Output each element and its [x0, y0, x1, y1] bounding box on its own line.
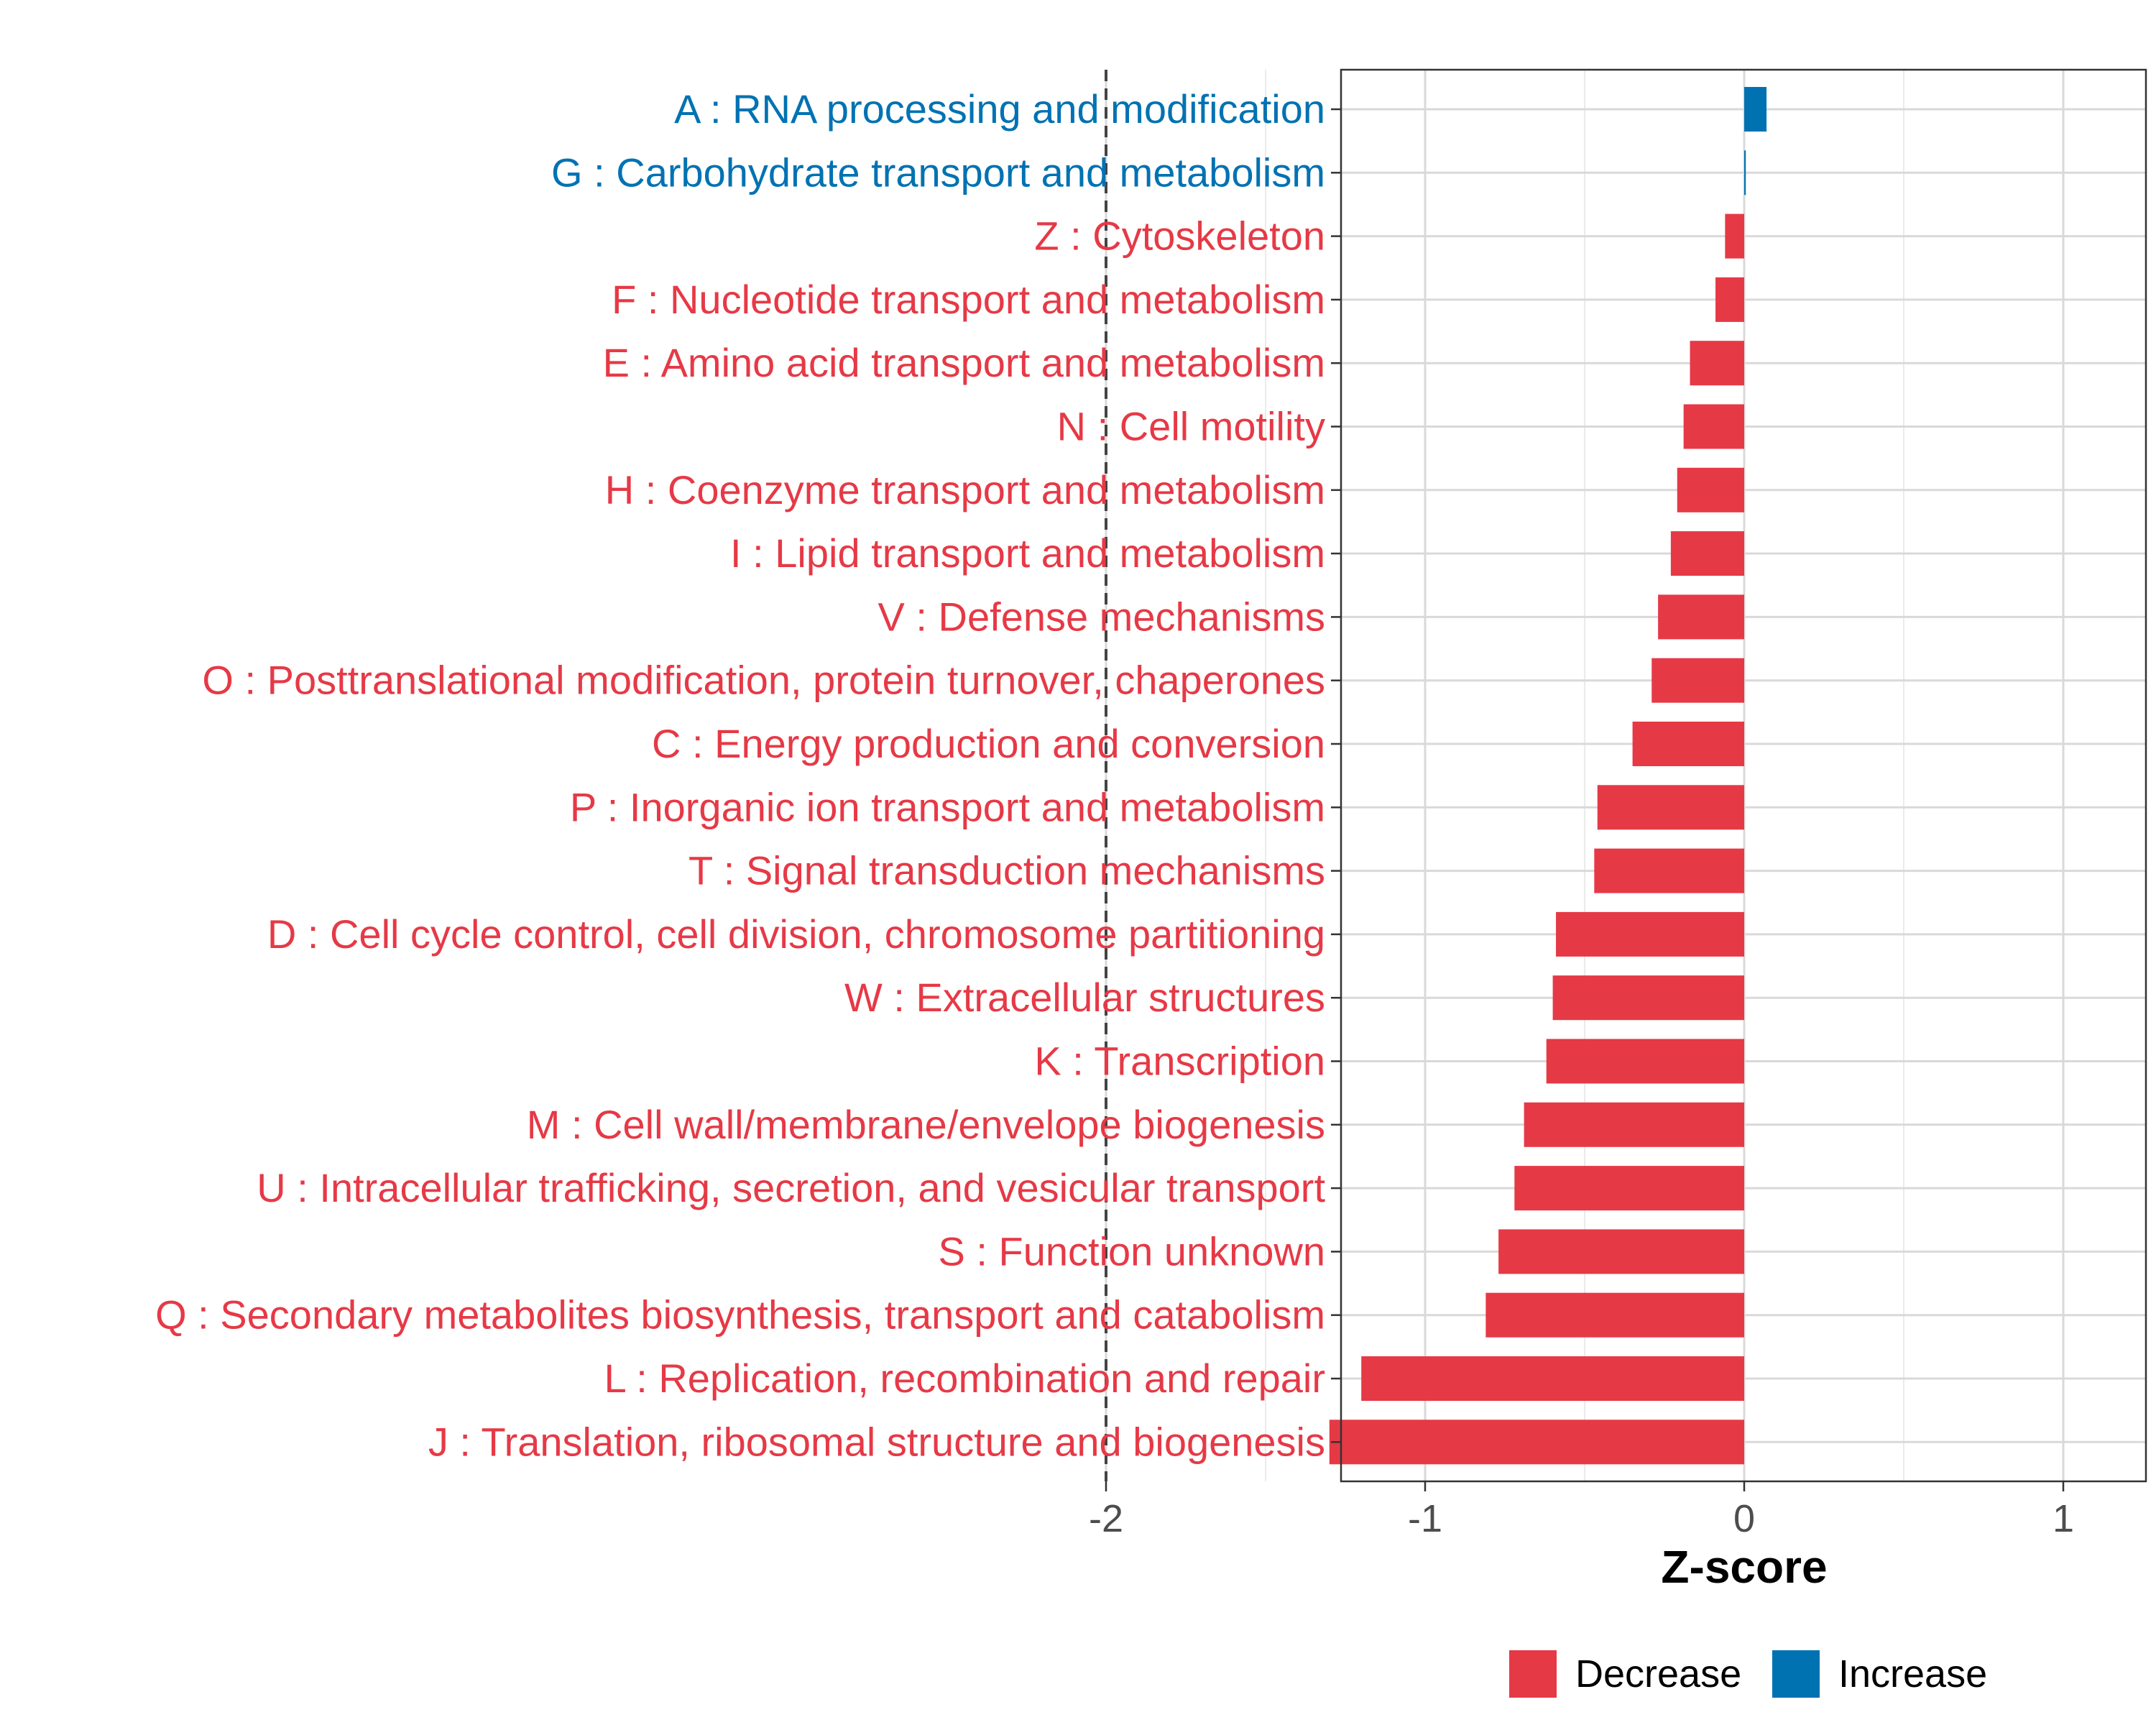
bar [1744, 87, 1767, 132]
bar [1597, 785, 1744, 830]
legend-label-decrease: Decrease [1575, 1652, 1741, 1696]
bar [1485, 1292, 1744, 1338]
bar [1361, 1356, 1744, 1401]
x-tick-label: -2 [1089, 1497, 1123, 1540]
y-tick-label: G : Carbohydrate transport and metabolis… [551, 150, 1325, 195]
y-tick-label: F : Nucleotide transport and metabolism [612, 277, 1325, 322]
bar [1658, 594, 1744, 640]
x-axis: -2-1012 [1089, 1481, 2074, 1540]
y-tick-label: N : Cell motility [1057, 404, 1325, 449]
bars [1329, 87, 1767, 1465]
bar [1594, 848, 1744, 893]
bar [1690, 341, 1744, 386]
bar [1677, 467, 1744, 512]
bar [1683, 404, 1744, 449]
bar [1632, 722, 1744, 766]
legend-label-increase: Increase [1838, 1652, 1987, 1696]
x-tick-label: -1 [1408, 1497, 1442, 1540]
y-tick-label: O : Posttranslational modification, prot… [202, 658, 1325, 703]
bar [1725, 213, 1744, 259]
bar [1498, 1229, 1744, 1274]
y-tick-label: P : Inorganic ion transport and metaboli… [570, 784, 1325, 829]
bar [1744, 150, 1746, 196]
y-tick-label: Z : Cytoskeleton [1034, 213, 1325, 259]
bar [1546, 1039, 1744, 1084]
bar [1651, 658, 1744, 703]
y-tick-label: E : Amino acid transport and metabolism [603, 340, 1325, 385]
y-tick-label: K : Transcription [1034, 1039, 1325, 1084]
x-tick-label: 0 [1733, 1497, 1755, 1540]
y-tick-label: C : Energy production and conversion [652, 721, 1325, 766]
legend-swatch-increase [1772, 1650, 1820, 1698]
y-tick-label: Q : Secondary metabolites biosynthesis, … [155, 1292, 1325, 1338]
y-tick-label: J : Translation, ribosomal structure and… [428, 1419, 1325, 1464]
legend: Decrease Increase [1509, 1650, 1987, 1698]
bar [1670, 531, 1744, 576]
y-tick-label: L : Replication, recombination and repai… [604, 1356, 1325, 1401]
y-tick-label: V : Defense mechanisms [878, 594, 1325, 639]
x-tick-label: 1 [2053, 1497, 2074, 1540]
y-tick-label: S : Function unknown [938, 1228, 1325, 1274]
bar [1524, 1102, 1744, 1147]
bar [1556, 911, 1744, 957]
y-tick-label: W : Extracellular structures [844, 975, 1325, 1020]
y-tick-label: D : Cell cycle control, cell division, c… [267, 911, 1325, 957]
y-tick-label: I : Lipid transport and metabolism [730, 530, 1325, 576]
x-axis-label: Z-score [1661, 1541, 1827, 1593]
y-tick-label: H : Coenzyme transport and metabolism [605, 467, 1325, 512]
bar [1552, 975, 1744, 1021]
y-tick-label: A : RNA processing and modification [674, 86, 1325, 132]
y-tick-label: U : Intracellular trafficking, secretion… [257, 1165, 1325, 1210]
bar [1514, 1166, 1744, 1211]
y-tick-label: T : Signal transduction mechanisms [688, 848, 1325, 893]
legend-swatch-decrease [1509, 1650, 1557, 1698]
bar [1329, 1420, 1744, 1465]
bar [1715, 277, 1744, 322]
y-tick-label: M : Cell wall/membrane/envelope biogenes… [527, 1102, 1325, 1147]
y-axis: A : RNA processing and modification G : C… [155, 86, 1341, 1464]
reference-lines [1105, 70, 1107, 1481]
